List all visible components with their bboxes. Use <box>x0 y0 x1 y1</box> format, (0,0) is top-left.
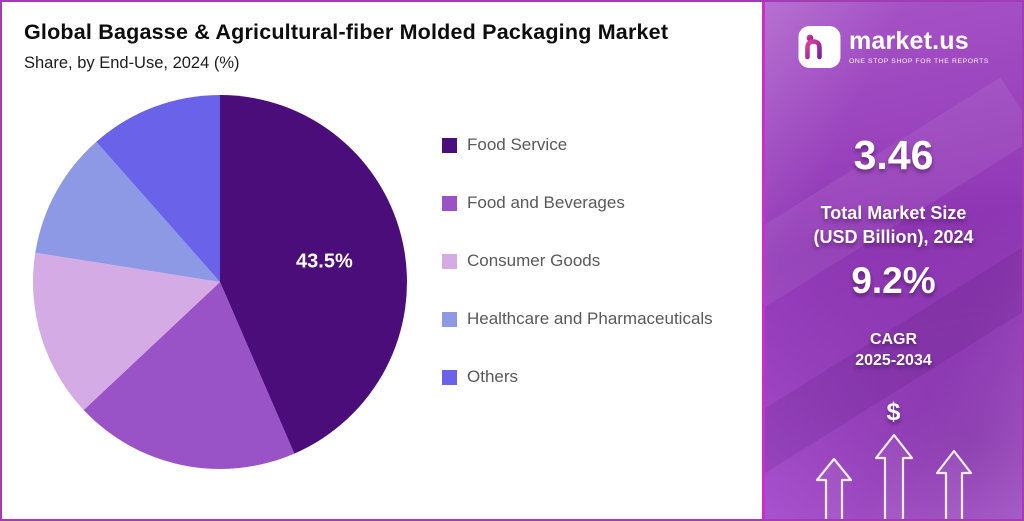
chart-title: Global Bagasse & Agricultural-fiber Mold… <box>24 20 669 44</box>
chart-area: Global Bagasse & Agricultural-fiber Mold… <box>2 2 762 519</box>
brand: market.us ONE STOP SHOP FOR THE REPORTS <box>797 26 990 68</box>
legend: Food Service Food and Beverages Consumer G… <box>442 135 713 425</box>
legend-item: Consumer Goods <box>442 251 713 271</box>
pie-slice-food-and-beverages <box>83 282 295 469</box>
cagr-label-line2: 2025-2034 <box>855 351 932 369</box>
pie-slice-healthcare-and-pharmaceuticals <box>35 141 220 282</box>
pie-data-label: 43.5% <box>296 250 353 272</box>
cagr-label: CAGR 2025-2034 <box>765 330 1022 372</box>
pie-slice-consumer-goods <box>32 252 220 410</box>
brand-name: market.us <box>848 27 969 55</box>
legend-item: Food Service <box>442 135 713 155</box>
legend-item: Healthcare and Pharmaceuticals <box>442 309 713 329</box>
legend-label: Consumer Goods <box>467 251 601 270</box>
legend-item: Food and Beverages <box>442 193 713 213</box>
legend-swatch <box>442 137 457 153</box>
legend-label: Food Service <box>467 135 568 154</box>
brand-tagline: ONE STOP SHOP FOR THE REPORTS <box>848 58 990 65</box>
legend-item: Others <box>442 367 713 387</box>
legend-label: Others <box>467 367 519 386</box>
marketus-logo-icon <box>797 26 840 68</box>
legend-label: Healthcare and Pharmaceuticals <box>467 309 713 328</box>
market-size-label: Total Market Size (USD Billion), 2024 <box>765 202 1022 250</box>
market-size-label-line1: Total Market Size <box>820 203 967 223</box>
chart-subtitle: Share, by End-Use, 2024 (%) <box>24 54 240 72</box>
stats-sidebar: market.us ONE STOP SHOP FOR THE REPORTS … <box>762 2 1022 519</box>
legend-label: Food and Beverages <box>467 193 625 212</box>
market-size-label-line2: (USD Billion), 2024 <box>813 226 974 247</box>
legend-swatch <box>442 253 457 269</box>
market-size-value: 3.46 <box>853 132 934 178</box>
cagr-value: 9.2% <box>851 260 936 301</box>
pie-chart: 43.5% <box>32 94 407 469</box>
pie-slice-others <box>96 94 220 282</box>
chart-row: 43.5% Food Service Food and Beverages Cons… <box>24 83 762 483</box>
dollar-icon: $ <box>886 398 901 426</box>
legend-swatch <box>442 311 457 327</box>
growth-arrows-icon <box>815 433 972 519</box>
pie-slice-food-service <box>220 95 407 454</box>
legend-swatch <box>442 195 457 211</box>
brand-text: market.us ONE STOP SHOP FOR THE REPORTS <box>848 27 990 66</box>
cagr-label-line1: CAGR <box>869 331 918 348</box>
legend-swatch <box>442 369 457 385</box>
